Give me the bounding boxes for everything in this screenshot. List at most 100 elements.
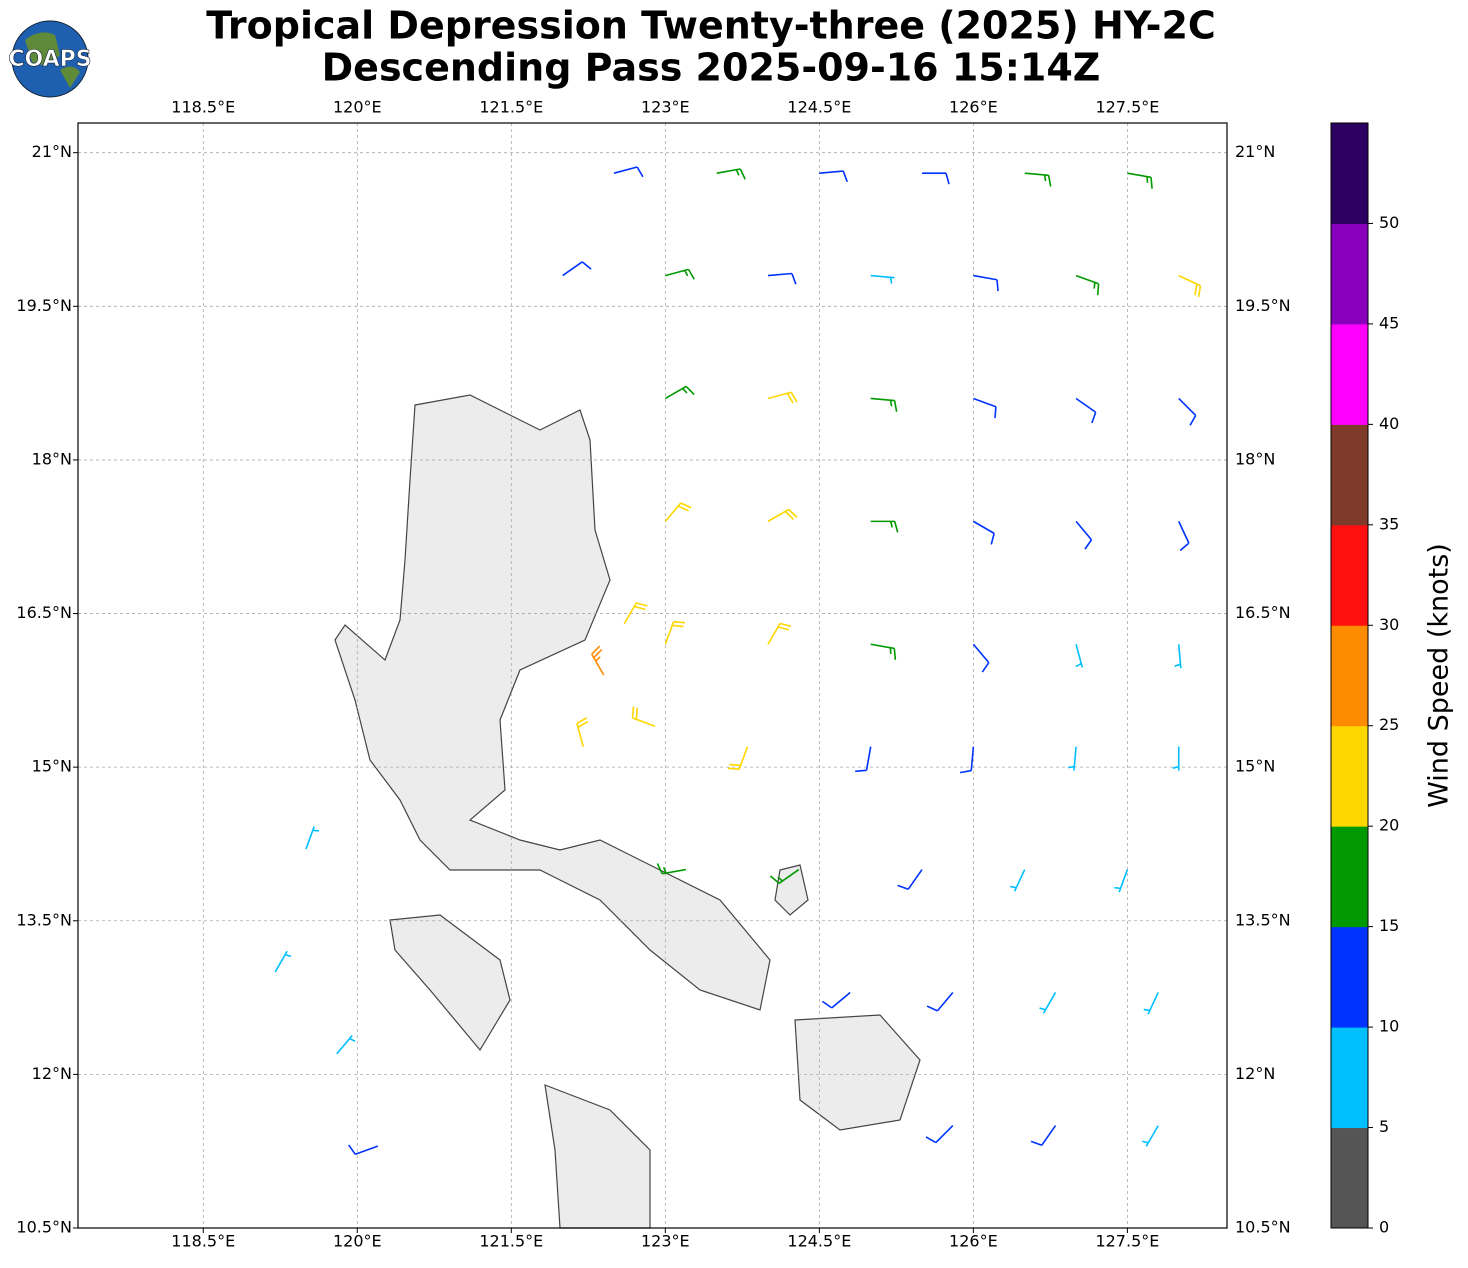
colorbar-tick-label: 45 [1379,313,1399,332]
wind-barb [897,869,923,890]
x-tick-label-top: 121.5°E [479,98,543,117]
wind-barb [1075,520,1093,550]
y-tick-label-right: 18°N [1235,449,1275,468]
wind-barb [819,170,848,183]
wind-barb [870,520,899,533]
x-tick-label: 123°E [641,1232,690,1251]
wind-barb [1178,521,1190,552]
wind-barb [613,166,644,178]
y-tick-label-right: 15°N [1235,757,1275,776]
map-frame [77,122,1228,1229]
wind-barb [1030,1125,1057,1147]
wind-barb [727,746,749,771]
colorbar-segment [1331,625,1368,727]
wind-barb [1143,992,1159,1015]
x-tick-label-top: 118.5°E [171,98,235,117]
wind-barb [972,520,995,545]
colorbar-segment [1331,725,1368,827]
colorbar-label: Wind Speed (knots) [1424,543,1455,808]
colorbar-tick-label: 30 [1379,615,1399,634]
wind-barb [973,274,999,292]
y-tick-label-right: 13.5°N [1235,910,1291,929]
wind-barb [664,502,692,522]
colorbar-segment [1331,123,1368,224]
y-tick-label: 13.5°N [16,910,72,929]
colorbar-tick-label: 10 [1379,1017,1399,1036]
wind-barb [305,826,320,850]
wind-barb [973,397,997,419]
y-tick-label: 12°N [32,1064,72,1083]
wind-barb [1024,172,1052,187]
wind-barb [1075,397,1097,424]
x-tick-label: 118.5°E [171,1232,235,1251]
mindoro [389,914,511,1052]
wind-barb [1172,746,1180,771]
wind-barb [925,1125,954,1144]
wind-barb [821,991,851,1009]
wind-barb [1075,274,1100,296]
wind-barb [1039,992,1057,1014]
colorbar-segment [1331,323,1368,425]
y-tick-label: 19.5°N [16,296,72,315]
wind-barb [631,706,656,727]
wind-barb [959,746,975,774]
wind-barb [664,385,695,400]
colorbar-tick-label: 35 [1379,514,1399,533]
y-tick-label-right: 16.5°N [1235,603,1291,622]
wind-barb [1114,869,1129,893]
x-tick-label: 124.5°E [787,1232,851,1251]
colorbar-tick-label: 25 [1379,715,1399,734]
wind-barb [1075,644,1084,668]
wind-barb [336,1035,356,1055]
colorbar-segment [1331,223,1368,325]
colorbar-tick-label: 0 [1379,1218,1389,1237]
x-tick-label-top: 127.5°E [1095,98,1159,117]
wind-barb [972,643,990,673]
wind-barb [656,863,687,875]
colorbar-tick-label: 5 [1379,1117,1389,1136]
x-tick-label: 120°E [333,1232,382,1251]
logo: COAPS [8,20,92,98]
subtitle: Descending Pass 2025-09-16 15:14Z [322,46,1101,90]
colorbar-frame [1330,122,1369,1229]
wind-barb [855,746,872,773]
y-tick-label: 21°N [32,142,72,161]
colorbar-segment [1331,826,1368,928]
x-tick-label-top: 124.5°E [787,98,851,117]
colorbar-tick-label: 40 [1379,414,1399,433]
title: Tropical Depression Twenty-three (2025) … [206,4,1216,48]
y-tick-label: 10.5°N [16,1218,72,1237]
colorbar-tick-label: 50 [1379,213,1399,232]
y-tick-label: 18°N [32,449,72,468]
wind-barb [1010,869,1026,892]
wind-barb [665,268,695,280]
luzon [334,394,771,1011]
wind-barb [1178,397,1197,426]
colorbar-tick-label: 15 [1379,916,1399,935]
panay-negros [544,1084,651,1229]
catanduanes [774,864,809,916]
colorbar-segment [1331,524,1368,626]
y-tick-label-right: 10.5°N [1235,1218,1291,1237]
x-tick-label: 127.5°E [1095,1232,1159,1251]
logo-land [25,32,80,88]
wind-barb [926,991,954,1012]
wind-barb [576,717,589,747]
colorbar-segment [1331,1127,1368,1229]
x-tick-label: 126°E [949,1232,998,1251]
wind-barb [769,868,800,884]
y-tick-label: 16.5°N [16,603,72,622]
wind-barb [591,645,605,676]
wind-barb [1127,172,1153,189]
wind-barb [767,622,792,645]
land [334,394,921,1229]
samar-leyte [794,1014,921,1131]
y-tick-label-right: 12°N [1235,1064,1275,1083]
wind-barb [870,643,897,660]
plot-area [78,123,1227,1229]
wind-barb [274,950,292,973]
wind-barb [623,602,648,625]
colorbar-segment [1331,926,1368,1028]
wind-barb [1178,274,1202,298]
y-tick-label-right: 21°N [1235,142,1275,161]
